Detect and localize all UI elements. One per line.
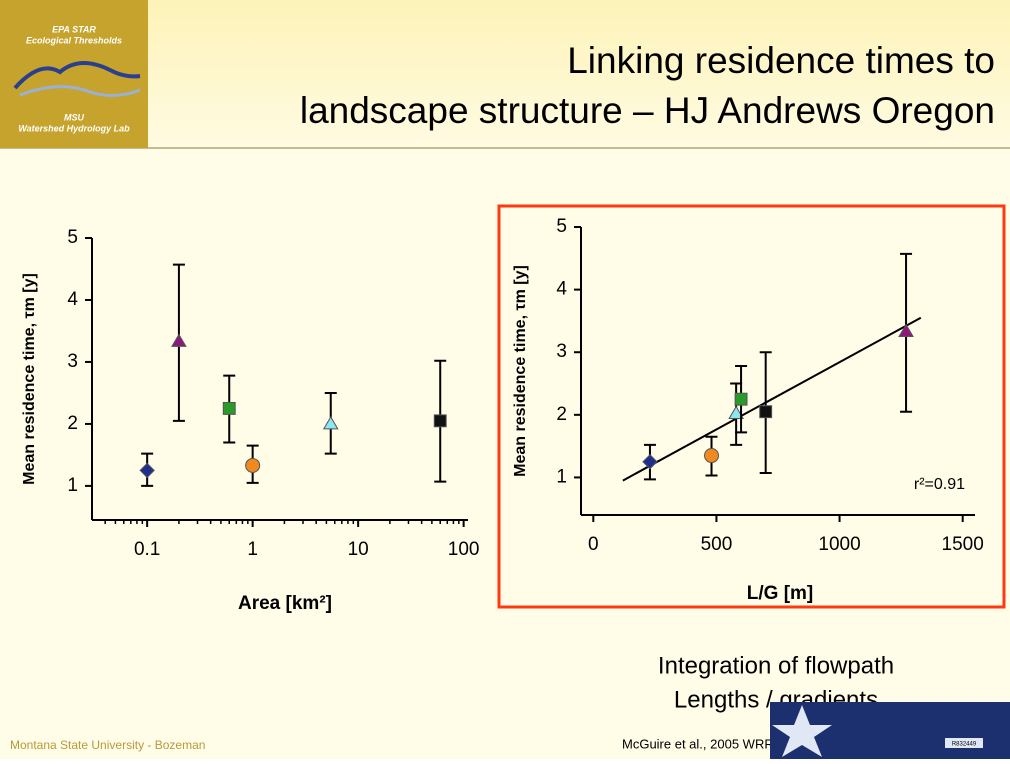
y-tick-label: 1: [67, 475, 78, 496]
fit-line: [622, 316, 922, 482]
logo-hills: [13, 61, 141, 90]
x-tick-label: 1: [247, 539, 258, 560]
title-line: landscape structure – HJ Andrews Oregon: [300, 90, 995, 131]
grant-number-box: [945, 738, 983, 748]
x-tick-label: 0.1: [134, 539, 160, 560]
x-tick-label: 10: [348, 539, 369, 560]
x-axis-label: L/G [m]: [747, 583, 814, 604]
point: [759, 405, 773, 419]
x-tick-label: 500: [701, 534, 733, 555]
y-tick-label: 2: [556, 404, 567, 425]
point: [898, 323, 914, 337]
point: [728, 405, 745, 419]
y-axis-label: Mean residence time, τm [y]: [512, 265, 529, 477]
point: [433, 414, 447, 428]
point: [642, 454, 658, 470]
caption-line: Integration of flowpath: [658, 652, 894, 679]
annotation: r²=0.91: [914, 476, 965, 493]
point: [704, 448, 720, 464]
y-tick-label: 3: [67, 351, 78, 372]
y-tick-label: 1: [556, 466, 567, 487]
x-tick-label: 0: [588, 534, 599, 555]
citation: McGuire et al., 2005 WRR: [622, 736, 774, 751]
x-tick-label: 1500: [942, 534, 984, 555]
y-tick-label: 5: [67, 227, 78, 248]
x-axis-label: Area [km²]: [238, 593, 332, 614]
logo-text: Watershed Hydrology Lab: [18, 123, 130, 133]
point: [222, 401, 236, 415]
y-tick-label: 3: [556, 341, 567, 362]
x-tick-label: 1000: [818, 534, 860, 555]
highlight-box: [497, 204, 1006, 609]
y-tick-label: 5: [556, 216, 567, 237]
y-tick-label: 2: [67, 413, 78, 434]
y-tick-label: 4: [67, 289, 78, 310]
grant-star: [772, 705, 832, 757]
header-band: [0, 0, 1010, 148]
x-tick-label: 100: [448, 539, 480, 560]
point: [322, 415, 339, 430]
grant-number: R832449: [952, 742, 977, 748]
point: [734, 392, 748, 406]
point: [139, 462, 155, 479]
logo-text: EPA STAR: [52, 24, 96, 34]
logo-stream: [19, 85, 141, 97]
logo-text: MSU: [64, 112, 85, 122]
logo-text: Ecological Thresholds: [26, 35, 122, 45]
y-tick-label: 4: [556, 279, 567, 300]
footer-left: Montana State University - Bozeman: [10, 738, 205, 752]
y-axis-label: Mean residence time, τm [y]: [21, 273, 38, 485]
point: [171, 333, 187, 347]
point: [245, 457, 261, 473]
title-line: Linking residence times to: [567, 40, 995, 81]
